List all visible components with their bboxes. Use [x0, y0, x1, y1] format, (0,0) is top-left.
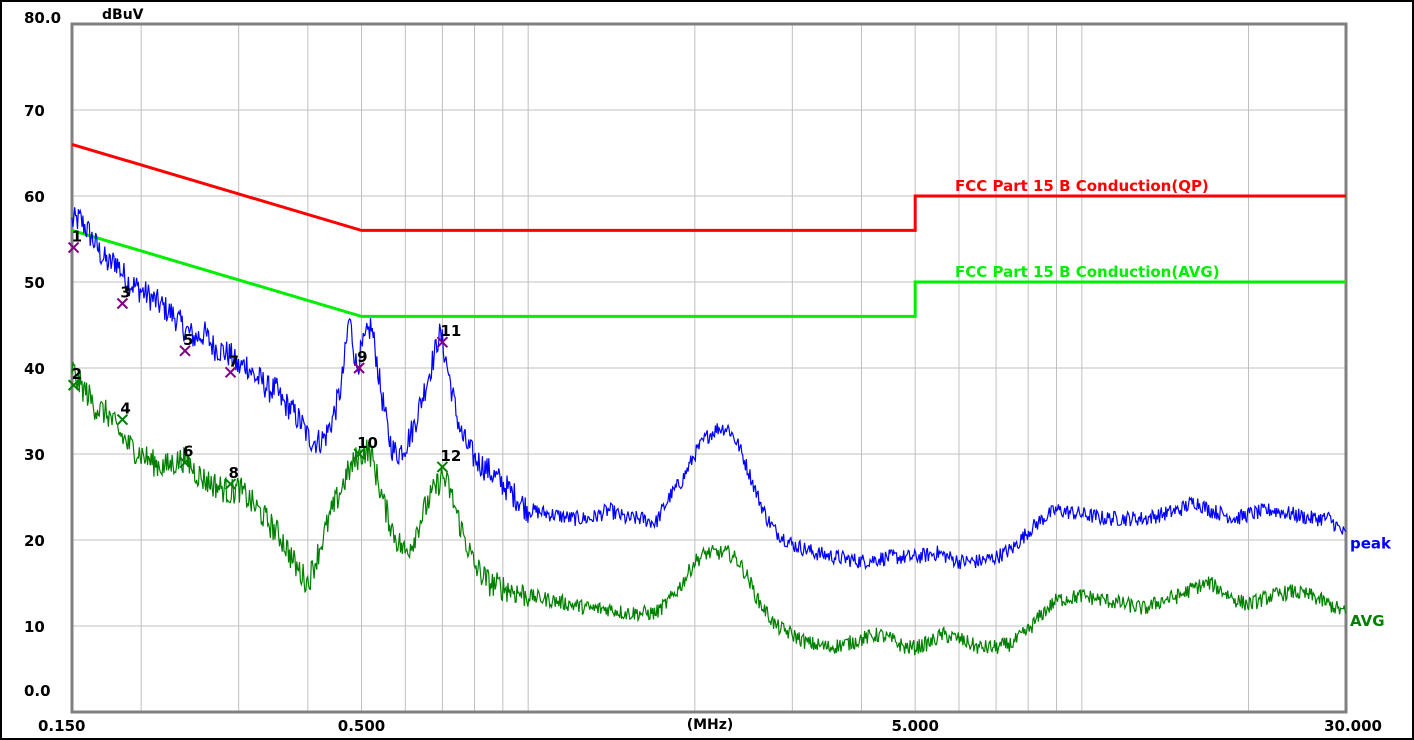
marker-cross	[436, 336, 449, 348]
marker-8: 8	[224, 464, 239, 490]
trace-lines: peak AVG	[71, 207, 1392, 656]
y-tick-label: 40	[24, 360, 45, 378]
marker-10: 10	[353, 434, 378, 460]
marker-cross	[67, 379, 80, 391]
x-axis-ticks: 0.150 0.500 5.000 30.000	[38, 717, 1382, 735]
marker-label: 2	[72, 365, 82, 383]
marker-label: 6	[183, 443, 193, 461]
marker-cross	[116, 297, 129, 310]
y-tick-label: 0.0	[24, 682, 51, 700]
marker-cross	[224, 366, 237, 379]
marker-cross	[353, 448, 365, 460]
marker-7: 7	[224, 352, 239, 379]
marker-label: 1	[72, 228, 82, 246]
marker-label: 3	[120, 284, 130, 302]
x-axis-unit: (MHz)	[687, 717, 734, 733]
y-axis-unit: dBuV	[102, 7, 144, 23]
y-tick-label: 20	[24, 532, 45, 550]
marker-label: 8	[229, 464, 239, 482]
y-tick-label: 30	[24, 446, 45, 464]
marker-2: 2	[67, 365, 82, 391]
marker-label: 7	[229, 352, 239, 370]
marker-cross	[179, 456, 191, 469]
marker-3: 3	[116, 284, 131, 310]
marker-label: 5	[183, 331, 193, 349]
grid	[72, 24, 1346, 712]
marker-label: 4	[120, 400, 130, 418]
marker-label: 9	[357, 348, 367, 366]
marker-5: 5	[179, 331, 193, 357]
series-label-peak: peak	[1350, 535, 1392, 553]
series-line-avg	[71, 361, 1347, 656]
y-tick-label: 70	[24, 102, 45, 120]
series-label-avg: AVG	[1350, 612, 1385, 630]
y-axis-ticks: 80.0 70 60 50 40 30 20 10 0.0	[24, 9, 61, 700]
limit-lines: FCC Part 15 B Conduction(QP) FCC Part 15 …	[71, 142, 1346, 318]
limit-label-qp: FCC Part 15 B Conduction(QP)	[955, 177, 1209, 195]
marker-cross	[179, 345, 191, 357]
marker-cross	[67, 241, 80, 254]
marker-6: 6	[179, 443, 193, 469]
marker-9: 9	[353, 348, 368, 374]
marker-label: 10	[357, 434, 378, 452]
limit-line-avg	[71, 228, 1346, 318]
series-line-peak	[71, 207, 1347, 571]
y-tick-label: 50	[24, 274, 45, 292]
marker-4: 4	[116, 400, 131, 426]
marker-cross	[224, 478, 237, 490]
y-tick-label: 10	[24, 618, 45, 636]
marker-label: 11	[440, 322, 461, 340]
x-tick-label: 0.500	[338, 717, 385, 735]
marker-11: 11	[436, 322, 461, 348]
marker-12: 12	[436, 447, 461, 473]
x-tick-label: 0.150	[38, 717, 85, 735]
limit-line-qp	[71, 142, 1346, 232]
x-tick-label: 30.000	[1324, 717, 1382, 735]
limit-label-avg: FCC Part 15 B Conduction(AVG)	[955, 263, 1220, 281]
marker-1: 1	[67, 228, 82, 254]
y-tick-label: 80.0	[24, 9, 61, 27]
x-tick-label: 5.000	[891, 717, 938, 735]
y-tick-label: 60	[24, 188, 45, 206]
marker-cross	[353, 362, 365, 374]
marker-label: 12	[440, 447, 461, 465]
marker-cross	[436, 461, 449, 473]
marker-cross	[116, 413, 129, 426]
